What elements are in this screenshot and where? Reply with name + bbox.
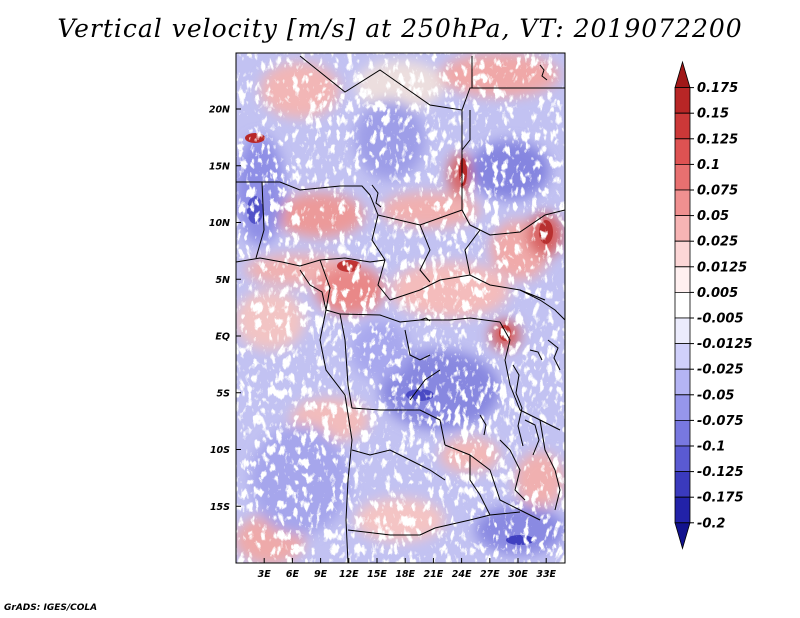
lon-tick-label: 12E	[339, 569, 359, 580]
map-frame	[235, 52, 566, 564]
colorbar-label: 0.075	[697, 184, 738, 199]
colorbar-label: 0.005	[697, 286, 738, 301]
lat-tick-label: 5N	[215, 275, 230, 286]
colorbar-swatch	[674, 138, 691, 165]
colorbar-swatch	[674, 471, 691, 498]
lat-tick-label: 20N	[209, 105, 230, 116]
colorbar-label: 0.1	[697, 158, 720, 173]
lon-tick-label: 24E	[452, 569, 472, 580]
colorbar-swatch	[674, 343, 691, 370]
colorbar-label: -0.0125	[697, 337, 753, 352]
lat-tick-label: 10N	[209, 218, 230, 229]
colorbar-label: -0.2	[697, 516, 725, 531]
colorbar-label: -0.025	[697, 363, 744, 378]
lat-tick-label: 10S	[210, 445, 230, 456]
colorbar-swatch	[674, 240, 691, 268]
colorbar-swatch	[674, 445, 691, 472]
colorbar-label: 0.125	[697, 132, 738, 147]
colorbar-swatch	[674, 87, 691, 114]
colorbar-label: 0.025	[697, 235, 738, 250]
colorbar-swatch	[674, 394, 691, 421]
lon-tick-label: 18E	[395, 569, 415, 580]
colorbar-label: 0.05	[697, 209, 729, 224]
lon-tick-label: 15E	[367, 569, 387, 580]
latitude-axis: 20N 15N 10N 5N EQ 5S 10S 15S	[209, 105, 241, 513]
colorbar: 0.175 0.15 0.125 0.1 0.075 0.05 0.025 0.0125 0.0…	[674, 60, 753, 550]
colorbar-swatch	[674, 317, 691, 344]
colorbar-label: -0.125	[697, 465, 744, 480]
colorbar-swatch	[674, 266, 691, 293]
colorbar-swatch	[674, 189, 691, 216]
lon-tick-label: 21E	[424, 569, 444, 580]
longitude-axis: 3E 6E 9E 12E 15E 18E 21E 24E 27E 30E 33E	[258, 558, 557, 580]
lon-tick-label: 30E	[508, 569, 528, 580]
colorbar-swatch	[674, 496, 691, 524]
lat-tick-label: 15N	[209, 161, 230, 172]
lat-tick-label: 15S	[210, 502, 230, 513]
colorbar-label: 0.175	[697, 81, 738, 96]
colorbar-label: -0.075	[697, 414, 744, 429]
colorbar-swatch	[674, 292, 691, 319]
colorbar-swatch	[674, 420, 691, 447]
colorbar-label: 0.0125	[697, 260, 747, 275]
lat-tick-label: 5S	[217, 388, 231, 399]
colorbar-swatch	[674, 522, 691, 550]
colorbar-swatch	[674, 112, 691, 140]
lon-tick-label: 27E	[480, 569, 500, 580]
colorbar-label: 0.15	[697, 107, 729, 122]
colorbar-swatch	[674, 215, 691, 242]
lon-tick-label: 6E	[286, 569, 300, 580]
colorbar-swatch	[674, 368, 691, 396]
lat-tick-label: EQ	[215, 332, 230, 343]
grads-credit: GrADS: IGES/COLA	[4, 603, 98, 613]
velocity-field	[236, 53, 565, 563]
lon-tick-label: 3E	[258, 569, 272, 580]
colorbar-label: -0.05	[697, 388, 734, 403]
lon-tick-label: 33E	[536, 569, 556, 580]
country-borders	[236, 55, 565, 563]
colorbar-swatch	[674, 164, 691, 191]
colorbar-label: -0.175	[697, 491, 744, 506]
lon-tick-label: 9E	[314, 569, 328, 580]
map-title: Vertical velocity [m/s] at 250hPa, VT: 2…	[57, 14, 743, 43]
colorbar-swatch	[674, 60, 691, 88]
colorbar-label: -0.005	[697, 312, 744, 327]
colorbar-label: -0.1	[697, 440, 725, 455]
